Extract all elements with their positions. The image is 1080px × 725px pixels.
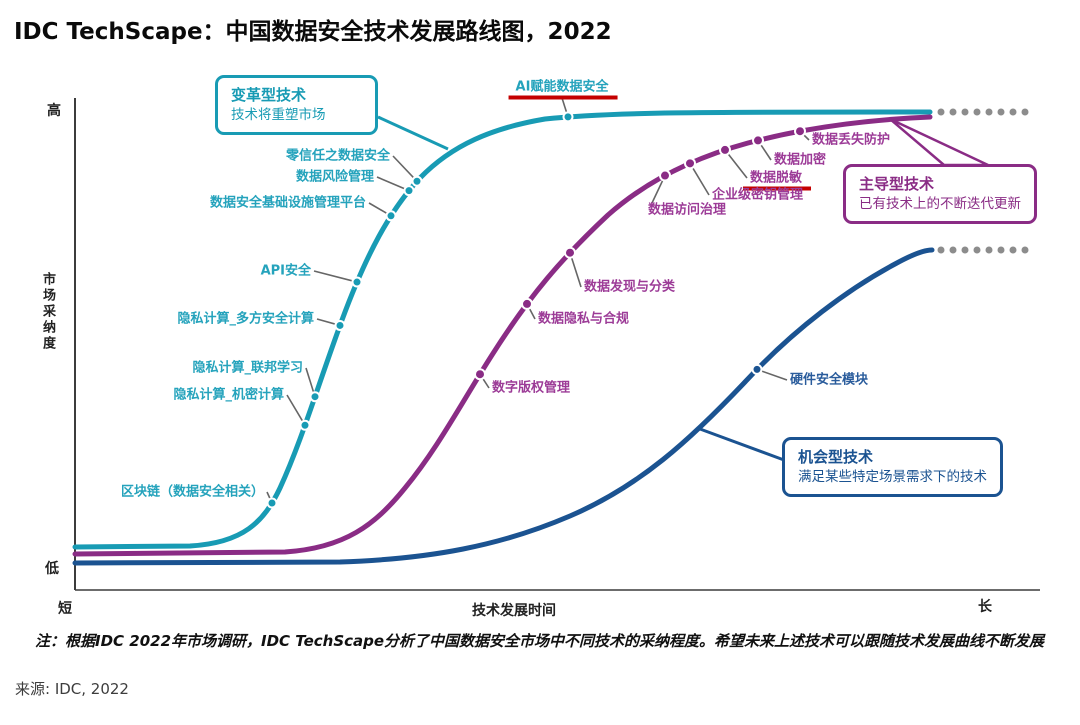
label-connector	[376, 176, 410, 192]
future-dot	[949, 246, 957, 254]
future-dotted-continuation	[937, 108, 1029, 254]
x-axis-short-label: 短	[58, 601, 72, 617]
future-dot	[997, 108, 1005, 116]
tech-point	[411, 175, 423, 187]
tech-point	[521, 297, 533, 310]
tech-points	[266, 111, 806, 509]
future-dot	[973, 108, 981, 116]
future-dot	[973, 246, 981, 254]
tech-point	[751, 363, 763, 375]
y-axis-title: 市场采纳度	[40, 272, 55, 352]
tech-point	[351, 276, 363, 288]
future-dot	[937, 108, 945, 116]
legend-box-opportunistic: 机会型技术 满足某些特定场景需求下的技术	[782, 437, 1003, 497]
label-connector	[313, 270, 358, 283]
future-dot	[985, 108, 993, 116]
tech-point	[562, 111, 574, 123]
pointer-transformational	[377, 115, 449, 151]
tech-point	[658, 169, 671, 182]
legend-box-transformational: 变革型技术 技术将重塑市场	[215, 75, 378, 135]
future-dot	[985, 246, 993, 254]
tech-point	[473, 368, 486, 381]
x-axis-title: 技术发展时间	[472, 603, 556, 619]
pointer-opportunistic	[699, 427, 785, 462]
curve-transformational	[72, 109, 933, 550]
pointer-dominant	[889, 117, 989, 167]
future-dot	[961, 108, 969, 116]
tech-point	[794, 125, 806, 138]
future-dot	[937, 246, 945, 254]
future-dot	[1021, 108, 1029, 116]
future-dot	[949, 108, 957, 116]
x-axis-long-label: 长	[978, 599, 992, 615]
tech-point	[309, 391, 321, 403]
tech-point	[403, 185, 415, 197]
tech-point	[266, 497, 278, 509]
tech-point	[299, 419, 311, 431]
future-dot	[961, 246, 969, 254]
legend-box-dominant-subtitle: 已有技术上的不断迭代更新	[859, 196, 1021, 212]
page-title: IDC TechScape：中国数据安全技术发展路线图，2022	[14, 19, 612, 45]
legend-box-transformational-title: 变革型技术	[231, 86, 307, 104]
tech-point	[684, 157, 696, 170]
tech-point	[385, 210, 397, 222]
legend-box-opportunistic-subtitle: 满足某些特定场景需求下的技术	[798, 469, 987, 485]
source-label: 来源: IDC, 2022	[15, 680, 129, 698]
y-axis-low-label: 低	[45, 561, 59, 577]
label-connector	[689, 162, 710, 196]
future-dot	[997, 246, 1005, 254]
legend-box-opportunistic-title: 机会型技术	[798, 448, 874, 466]
tech-point	[563, 246, 576, 259]
tech-point	[334, 319, 346, 331]
future-dot	[1021, 246, 1029, 254]
label-connector	[569, 252, 582, 288]
legend-box-dominant-title: 主导型技术	[859, 175, 935, 193]
future-dot	[1009, 108, 1017, 116]
tech-point	[752, 134, 764, 147]
label-connector	[392, 155, 418, 182]
chart-note: 注：根据IDC 2022年市场调研，IDC TechScape分析了中国数据安全…	[35, 632, 1045, 650]
tech-point	[719, 143, 731, 156]
label-connector	[286, 394, 306, 426]
future-dot	[1009, 246, 1017, 254]
curve-dominant	[72, 114, 933, 557]
y-axis-high-label: 高	[47, 103, 61, 119]
legend-box-transformational-subtitle: 技术将重塑市场	[231, 107, 326, 123]
curve-opportunistic	[72, 247, 935, 566]
legend-box-dominant: 主导型技术 已有技术上的不断迭代更新	[843, 164, 1037, 224]
